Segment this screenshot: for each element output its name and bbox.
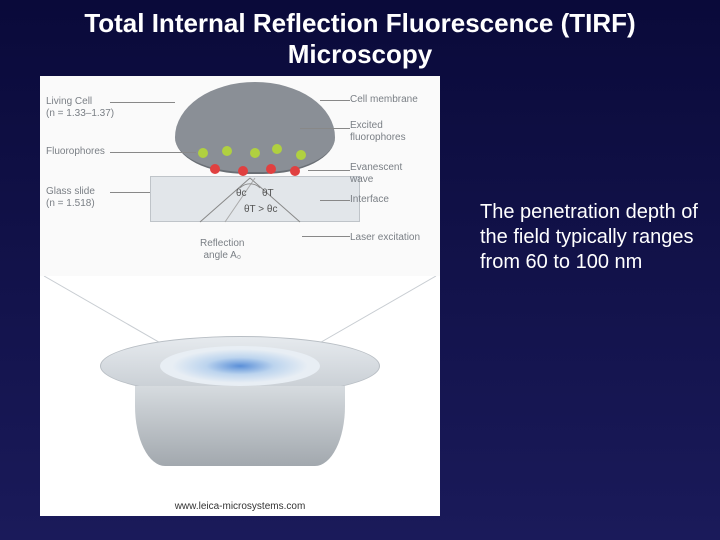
diagram-lower-panel — [40, 276, 440, 494]
page-title: Total Internal Reflection Fluorescence (… — [0, 0, 720, 70]
cell-membrane-label: Cell membrane — [350, 94, 418, 106]
reflection-label: Reflection angle A₀ — [200, 238, 244, 262]
fluorophores-label: Fluorophores — [46, 146, 105, 158]
evanescent-label: Evanescent wave — [350, 162, 402, 186]
diagram-upper-panel: θc θT θT > θc Living Cell (n = 1.33–1.37… — [40, 76, 440, 276]
interface-label: Interface — [350, 194, 389, 206]
citation-text: www.leica-microsystems.com — [40, 501, 440, 512]
theta-rel-label: θT > θc — [244, 204, 277, 215]
objective-lens-body — [135, 386, 345, 466]
theta-c-label: θc — [236, 188, 247, 199]
excited-label: Excited fluorophores — [350, 120, 406, 144]
living-cell-label: Living Cell (n = 1.33–1.37) — [46, 96, 114, 120]
objective-lens-surface — [160, 346, 320, 386]
caption-text: The penetration depth of the field typic… — [480, 200, 700, 275]
laser-label: Laser excitation — [350, 232, 420, 244]
theta-t-label: θT — [262, 188, 274, 199]
glass-slide-label: Glass slide (n = 1.518) — [46, 186, 95, 210]
tirf-diagram: θc θT θT > θc Living Cell (n = 1.33–1.37… — [40, 76, 440, 516]
